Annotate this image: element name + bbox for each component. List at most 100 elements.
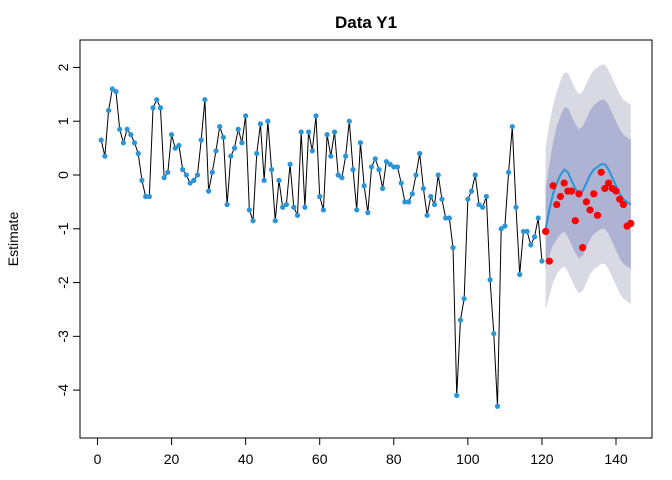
data-point xyxy=(593,211,602,219)
data-point xyxy=(604,179,613,187)
data-point xyxy=(291,204,297,210)
data-point xyxy=(176,142,182,149)
data-point xyxy=(128,132,134,138)
data-point xyxy=(502,223,508,229)
data-point xyxy=(383,158,389,165)
data-point xyxy=(575,190,583,198)
data-point xyxy=(302,204,308,210)
data-point xyxy=(172,145,178,151)
data-point xyxy=(597,168,605,176)
data-point xyxy=(380,185,386,192)
data-point xyxy=(480,204,486,210)
data-point xyxy=(335,172,341,178)
data-point xyxy=(461,296,467,302)
data-point xyxy=(268,167,275,173)
data-point xyxy=(619,200,628,209)
data-point xyxy=(398,180,404,186)
data-point xyxy=(391,164,397,170)
data-point xyxy=(567,187,576,195)
y-tick-label: -1 xyxy=(55,222,71,235)
y-tick-label: -3 xyxy=(55,330,71,343)
y-tick-label: -4 xyxy=(55,384,71,397)
data-point xyxy=(168,132,175,138)
data-point xyxy=(235,126,241,132)
interval-band xyxy=(545,99,631,270)
data-point xyxy=(616,195,624,203)
data-point xyxy=(524,228,530,235)
data-point xyxy=(198,137,204,143)
data-point xyxy=(494,403,501,409)
x-tick-label: 20 xyxy=(164,451,180,467)
data-point xyxy=(450,245,456,251)
data-point xyxy=(117,126,123,132)
data-point xyxy=(202,97,208,103)
data-point xyxy=(305,129,312,135)
data-point xyxy=(113,89,119,95)
data-point xyxy=(483,193,489,200)
data-point xyxy=(309,148,315,154)
data-point xyxy=(187,180,193,186)
data-point xyxy=(571,217,579,225)
data-point xyxy=(513,204,519,210)
data-point xyxy=(213,148,219,154)
data-point xyxy=(409,191,415,197)
data-point xyxy=(109,86,115,92)
data-point xyxy=(343,153,349,159)
data-point xyxy=(509,123,515,130)
data-point xyxy=(317,193,323,200)
data-point xyxy=(120,140,127,146)
data-point xyxy=(272,218,278,224)
data-point xyxy=(313,113,319,119)
data-point xyxy=(424,212,430,218)
data-point xyxy=(246,207,252,213)
data-point xyxy=(627,219,635,228)
data-point xyxy=(531,234,538,240)
x-tick-label: 80 xyxy=(386,451,402,467)
data-point xyxy=(228,153,234,159)
data-point xyxy=(339,175,345,181)
data-point xyxy=(354,207,360,213)
data-point xyxy=(283,201,289,208)
data-point xyxy=(435,172,441,178)
data-point xyxy=(454,392,460,399)
data-point xyxy=(161,175,167,181)
data-point xyxy=(443,215,449,221)
data-point xyxy=(243,113,249,119)
data-point xyxy=(102,153,108,159)
data-point xyxy=(261,177,267,183)
y-tick-label: 1 xyxy=(55,117,71,125)
data-point xyxy=(535,215,541,221)
data-point xyxy=(257,121,264,127)
data-point xyxy=(472,172,478,178)
data-point xyxy=(553,200,561,209)
data-point xyxy=(590,190,598,198)
data-point xyxy=(556,192,565,201)
data-point xyxy=(135,150,141,157)
data-point xyxy=(124,126,130,132)
data-point xyxy=(402,199,408,205)
data-point xyxy=(498,226,504,232)
y-tick-label: 2 xyxy=(55,63,71,71)
data-point xyxy=(465,196,471,202)
data-point xyxy=(239,140,245,146)
data-point xyxy=(220,134,227,140)
data-point xyxy=(357,140,364,146)
data-point xyxy=(294,212,301,218)
data-point xyxy=(346,118,352,124)
data-point xyxy=(287,161,293,167)
data-point xyxy=(431,201,438,208)
data-point xyxy=(520,228,527,235)
data-point xyxy=(250,218,256,224)
data-point xyxy=(542,227,550,236)
data-point xyxy=(394,164,401,170)
data-point xyxy=(387,161,393,167)
data-point xyxy=(420,185,427,192)
data-point xyxy=(217,123,223,130)
data-point xyxy=(143,193,149,200)
chart-title: Data Y1 xyxy=(335,13,397,32)
data-point xyxy=(468,188,475,194)
data-point xyxy=(372,156,378,162)
x-tick-label: 100 xyxy=(456,451,480,467)
data-point xyxy=(361,183,367,189)
